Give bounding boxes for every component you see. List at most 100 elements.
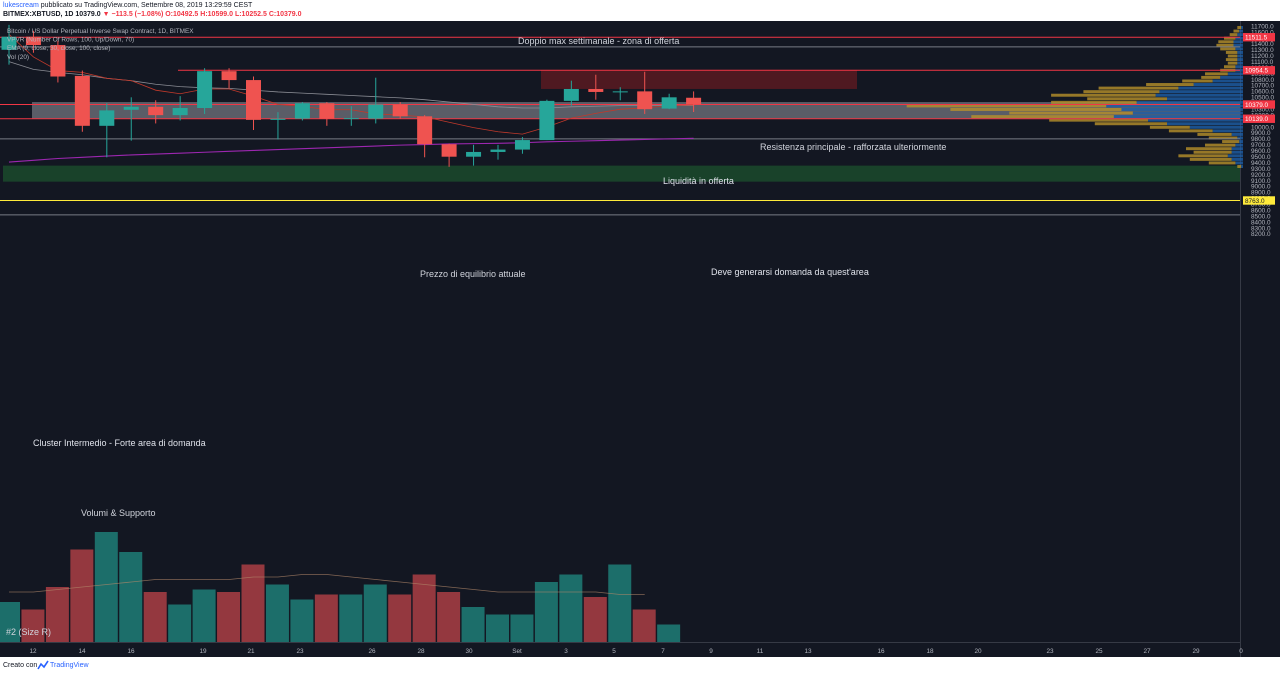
vpvr-bar-up [906, 104, 1107, 108]
price-axis [1240, 21, 1280, 657]
candle-body [221, 71, 237, 81]
price-tick-label: 8700.0 [1251, 202, 1271, 209]
indicator-label: VPVR (Number Of Rows, 100, Up/Down, 70) [7, 37, 134, 44]
time-axis [0, 643, 1240, 657]
vpvr-bar-down [1231, 132, 1243, 136]
vpvr-bar-up [1051, 93, 1156, 97]
vpvr-bar-down [1237, 61, 1243, 65]
volume-ma-line [9, 574, 645, 595]
volume-bar [119, 552, 143, 642]
candle-body [539, 100, 555, 141]
vpvr-bar-up [1225, 58, 1238, 62]
price-tick-label: 11300.0 [1251, 47, 1274, 54]
vpvr-bar-up [1205, 72, 1228, 76]
vpvr-bar-down [1212, 79, 1243, 83]
vpvr-bar-down [1159, 90, 1243, 94]
price-change: −113.5 (−1.08%) [111, 11, 164, 18]
volume-bar [21, 609, 45, 642]
vpvr-bar-up [1049, 118, 1148, 122]
vpvr-bar-up [1182, 79, 1213, 83]
time-tick-label: 20 [974, 648, 982, 655]
vpvr-bar-up [1218, 40, 1234, 44]
zone-liquidity-offer [541, 69, 857, 89]
vpvr-bar-up [1229, 33, 1238, 37]
candle-body [612, 91, 628, 93]
time-tick-label: Set [512, 648, 522, 655]
chart-background [0, 21, 1280, 657]
candle-body [637, 91, 653, 110]
volume-bar [217, 592, 241, 642]
last-price: 10379.0 [75, 11, 101, 18]
price-label-badge [1243, 100, 1275, 109]
resistenza-annotation: Resistenza principale - rafforzata ulter… [760, 142, 946, 152]
volume-bar [0, 602, 20, 642]
price-label-badge [1243, 196, 1275, 205]
price-label-text: 11511.5 [1245, 35, 1268, 42]
vpvr-bar-down [1231, 150, 1243, 154]
time-tick-label: 12 [29, 648, 37, 655]
volume-bar [265, 584, 289, 642]
vpvr-bar-down [1227, 154, 1243, 158]
vpvr-bar-down [1113, 115, 1243, 119]
candle-body [319, 103, 335, 119]
volume-bar [583, 597, 607, 642]
vpvr-bar-down [1136, 100, 1243, 104]
tradingview-logo-icon [37, 660, 49, 673]
vpvr-bar-up [1233, 29, 1240, 33]
vpvr-bar-down [1121, 107, 1243, 111]
ohlc-low: L:10252.5 [234, 11, 267, 18]
volume-bar [510, 614, 534, 642]
vpvr-bar-up [1225, 50, 1238, 54]
vpvr-bar-up [1087, 97, 1167, 101]
volume-bar [559, 574, 583, 642]
vpvr-bar-up [1098, 86, 1179, 90]
vpvr-bar-down [1220, 75, 1243, 79]
time-tick-label: 23 [296, 648, 304, 655]
footer-brand[interactable]: TradingView [50, 662, 89, 669]
candle-body [270, 118, 286, 120]
vpvr-bar-down [1237, 33, 1243, 37]
vpvr-bar-down [1237, 50, 1243, 54]
price-tick-label: 9300.0 [1251, 166, 1271, 173]
vpvr-bar-up [1227, 61, 1238, 65]
vpvr-bar-down [1212, 129, 1243, 133]
time-tick-label: 29 [1192, 648, 1200, 655]
vpvr-bar-up [1216, 43, 1234, 47]
ema-slow-line [8, 137, 694, 163]
price-tick-label: 9600.0 [1251, 148, 1271, 155]
volume-bar [70, 549, 94, 642]
time-tick-label: 25 [1095, 648, 1103, 655]
volume-bar [486, 614, 509, 642]
vpvr-bar-up [1189, 157, 1232, 161]
candle-body [466, 151, 482, 157]
candle-body [441, 144, 457, 157]
price-tick-label: 9400.0 [1251, 160, 1271, 167]
volume-bar [290, 599, 314, 642]
author-link[interactable]: lukescream [3, 2, 39, 9]
vpvr-bar-up [950, 107, 1122, 111]
indicator-label: Vol (20) [7, 54, 29, 61]
vpvr-bar-down [1167, 97, 1243, 101]
down-arrow-icon: ▼ [102, 11, 110, 18]
price-tick-label: 11600.0 [1251, 29, 1274, 36]
equilibrio-annotation: Prezzo di equilibrio attuale [420, 269, 526, 279]
vpvr-bar-up [1009, 111, 1133, 115]
volume-bar [94, 532, 118, 642]
vpvr-bar-down [1235, 143, 1243, 147]
price-tick-label: 9200.0 [1251, 172, 1271, 179]
vpvr-bar-up [1197, 132, 1232, 136]
time-tick-label: 18 [926, 648, 934, 655]
liquidity-zone-label: Liquidità in offerta [663, 176, 734, 186]
time-tick-label: 27 [1143, 648, 1151, 655]
demand-zone-label: Deve generarsi domanda da quest'area [711, 267, 869, 277]
candle-body [197, 71, 213, 108]
vpvr-bar-up [1083, 90, 1160, 94]
candle-body [661, 97, 677, 109]
price-chart[interactable]: 11700.011600.011400.011300.011200.011100… [0, 21, 1280, 657]
vpvr-bar-down [1231, 147, 1243, 151]
volume-bar [143, 592, 167, 642]
published-text: pubblicato su TradingView.com, Settembre… [40, 2, 253, 9]
time-tick-label: 16 [127, 648, 135, 655]
vpvr-bar-down [1237, 54, 1243, 58]
price-tick-label: 10800.0 [1251, 77, 1275, 84]
